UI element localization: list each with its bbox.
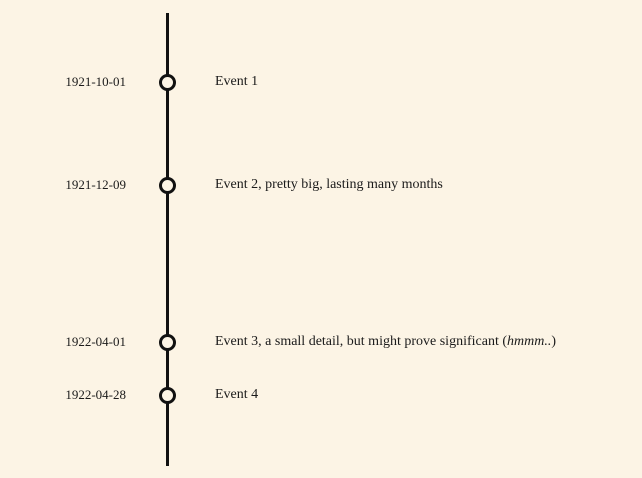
event-date: 1922-04-28 xyxy=(65,387,126,402)
event-label: Event 4 xyxy=(215,387,259,402)
event-marker-circle-icon xyxy=(159,74,176,91)
event-label: Event 3, a small detail, but might prove… xyxy=(215,332,556,352)
event-date: 1921-10-01 xyxy=(65,74,126,89)
event-marker-circle-icon xyxy=(159,334,176,351)
timeline-axis-line xyxy=(166,13,169,466)
timeline-event: 1922-04-28 Event 4 xyxy=(0,385,642,405)
event-label: Event 2, pretty big, lasting many months xyxy=(215,177,443,192)
event-label: Event 1 xyxy=(215,74,259,89)
event-label-emphasis: hmmm.. xyxy=(507,334,552,349)
event-date: 1922-04-01 xyxy=(65,334,126,349)
event-marker-circle-icon xyxy=(159,177,176,194)
event-label-text-end: ) xyxy=(551,334,557,349)
event-date: 1921-12-09 xyxy=(65,177,126,192)
event-marker-circle-icon xyxy=(159,387,176,404)
event-label-text: Event 3, a small detail, but might prove… xyxy=(215,334,507,349)
timeline-event: 1921-12-09 Event 2, pretty big, lasting … xyxy=(0,175,642,195)
timeline-event: 1922-04-01 Event 3, a small detail, but … xyxy=(0,332,642,352)
timeline-event: 1921-10-01 Event 1 xyxy=(0,72,642,92)
